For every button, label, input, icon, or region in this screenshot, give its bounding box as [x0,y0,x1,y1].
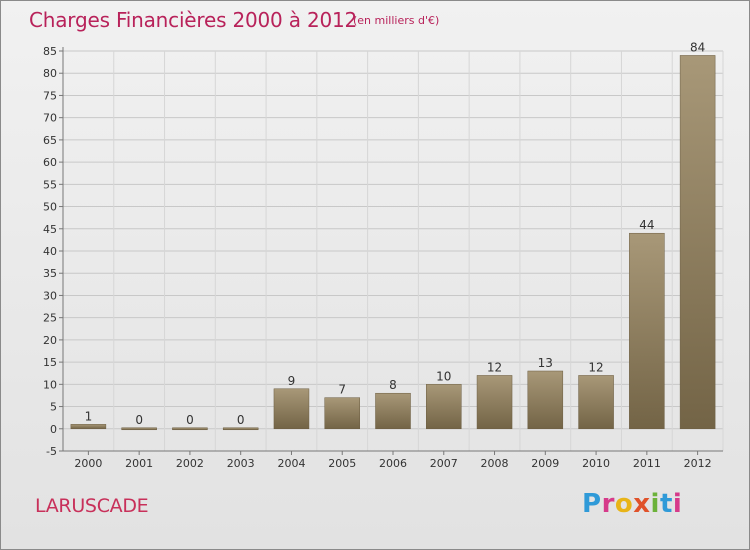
x-tick-label-2010: 2010 [582,457,610,470]
data-label-2000: 1 [85,409,93,423]
data-label-2002: 0 [186,413,194,427]
y-tick-label: 50 [43,201,57,214]
bar-2007 [426,384,462,430]
data-label-2010: 12 [588,360,603,374]
chart-subtitle: (en milliers d'€) [353,14,440,27]
x-tick-label-2005: 2005 [328,457,356,470]
y-tick-label: 75 [43,89,57,102]
data-label-2009: 13 [538,356,553,370]
y-tick-label: -5 [46,445,57,458]
data-label-2004: 9 [288,374,296,388]
data-label-2001: 0 [135,413,143,427]
x-tick-label-2003: 2003 [227,457,255,470]
y-tick-label: 5 [50,401,57,414]
y-tick-label: 0 [50,423,57,436]
bar-2011 [629,232,665,430]
bar-2003 [222,427,259,431]
bar-2008 [476,375,513,430]
bar-2009 [527,370,564,430]
x-tick-label-2002: 2002 [176,457,204,470]
x-tick-label-2009: 2009 [531,457,559,470]
bar-2002 [172,427,208,431]
y-tick-label: 45 [43,223,57,236]
proxiti-logo[interactable]: Proxiti [582,489,683,519]
data-label-2003: 0 [237,413,245,427]
x-tick-label-2011: 2011 [633,457,661,470]
y-tick-label: 30 [43,289,57,302]
data-label-2005: 7 [338,383,346,397]
x-tick-label-2000: 2000 [74,457,102,470]
commune-name: LARUSCADE [35,495,149,517]
y-tick-label: 70 [43,112,57,125]
y-tick-label: 25 [43,312,57,325]
y-tick-label: 40 [43,245,57,258]
y-tick-label: 15 [43,356,57,369]
y-tick-labels: -5 0 5 10 15 20 25 30 35 40 45 50 55 60 65 70 75 80 85 [43,45,57,458]
bar-2000 [70,424,107,430]
bar-2004 [273,388,310,430]
data-label-2011: 44 [639,218,654,232]
y-tick-label: 85 [43,45,57,58]
x-tick-label-2012: 2012 [684,457,712,470]
x-tick-labels: 2000 2001 2002 2003 2004 2005 2006 2007 2008 2009… [74,451,712,470]
x-tick-label-2004: 2004 [277,457,305,470]
bar-2005 [324,397,360,430]
bars [70,55,716,431]
x-tick-label-2001: 2001 [125,457,153,470]
data-label-2006: 8 [389,378,397,392]
y-tick-label: 65 [43,134,57,147]
bar-2006 [375,392,411,430]
bar-2012 [679,55,716,430]
data-label-2012: 84 [690,40,705,54]
data-label-2007: 10 [436,369,451,383]
y-tick-label: 10 [43,378,57,391]
bar-2010 [578,375,614,430]
x-tick-label-2007: 2007 [430,457,458,470]
y-tick-label: 80 [43,67,57,80]
x-tick-label-2006: 2006 [379,457,407,470]
bar-2001 [121,427,157,431]
y-tick-label: 20 [43,334,57,347]
y-tick-label: 35 [43,267,57,280]
x-tick-label-2008: 2008 [481,457,509,470]
y-tick-label: 55 [43,178,57,191]
y-tick-label: 60 [43,156,57,169]
chart-title: Charges Financières 2000 à 2012 [29,8,358,32]
data-label-2008: 12 [487,360,502,374]
